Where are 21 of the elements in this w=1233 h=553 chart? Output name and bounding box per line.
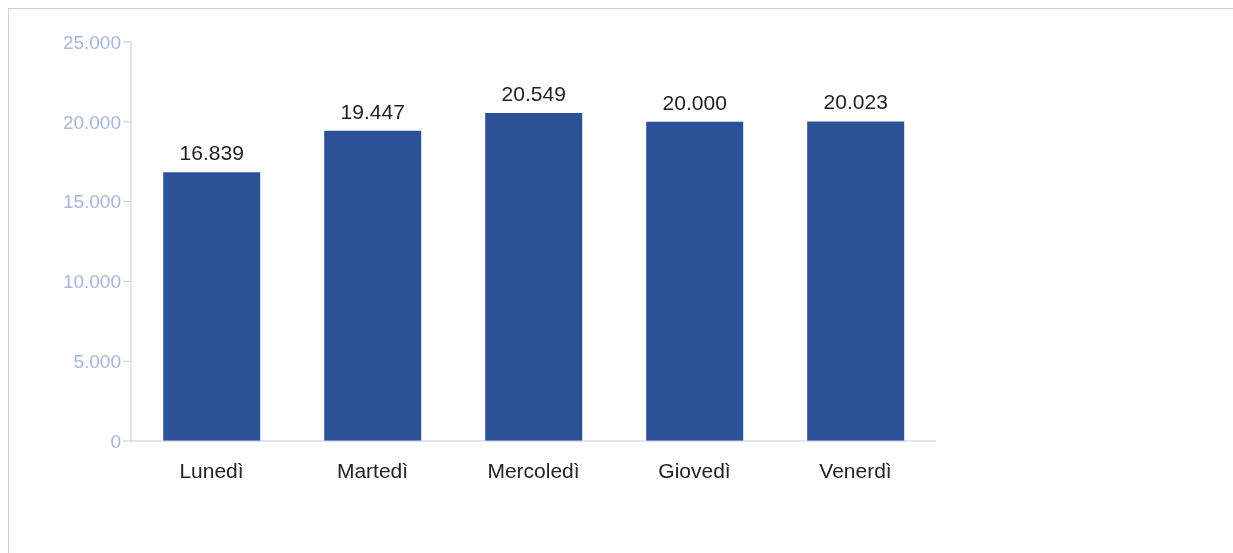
y-tick-label: 25.000	[62, 31, 121, 53]
data-label: 20.549	[501, 82, 566, 106]
bar	[324, 130, 422, 441]
y-tick-label: 0	[110, 430, 121, 452]
bar	[807, 121, 905, 441]
bar	[485, 113, 583, 441]
bar	[646, 121, 744, 441]
x-tick-label: Mercoledì	[487, 458, 580, 482]
y-tick-label: 20.000	[62, 111, 121, 133]
y-tick-label: 10.000	[62, 271, 121, 293]
x-tick-label: Venerdì	[819, 458, 892, 482]
data-label: 19.447	[340, 99, 405, 123]
data-label: 16.839	[179, 141, 244, 165]
bar	[163, 172, 261, 441]
x-tick-label: Giovedì	[658, 458, 731, 482]
data-label: 20.023	[823, 90, 888, 114]
data-label: 20.000	[662, 90, 727, 114]
y-tick-label: 5.000	[73, 350, 121, 372]
y-tick-label: 15.000	[62, 191, 121, 213]
x-tick-label: Martedì	[336, 458, 409, 482]
x-tick-label: Lunedì	[179, 458, 244, 482]
